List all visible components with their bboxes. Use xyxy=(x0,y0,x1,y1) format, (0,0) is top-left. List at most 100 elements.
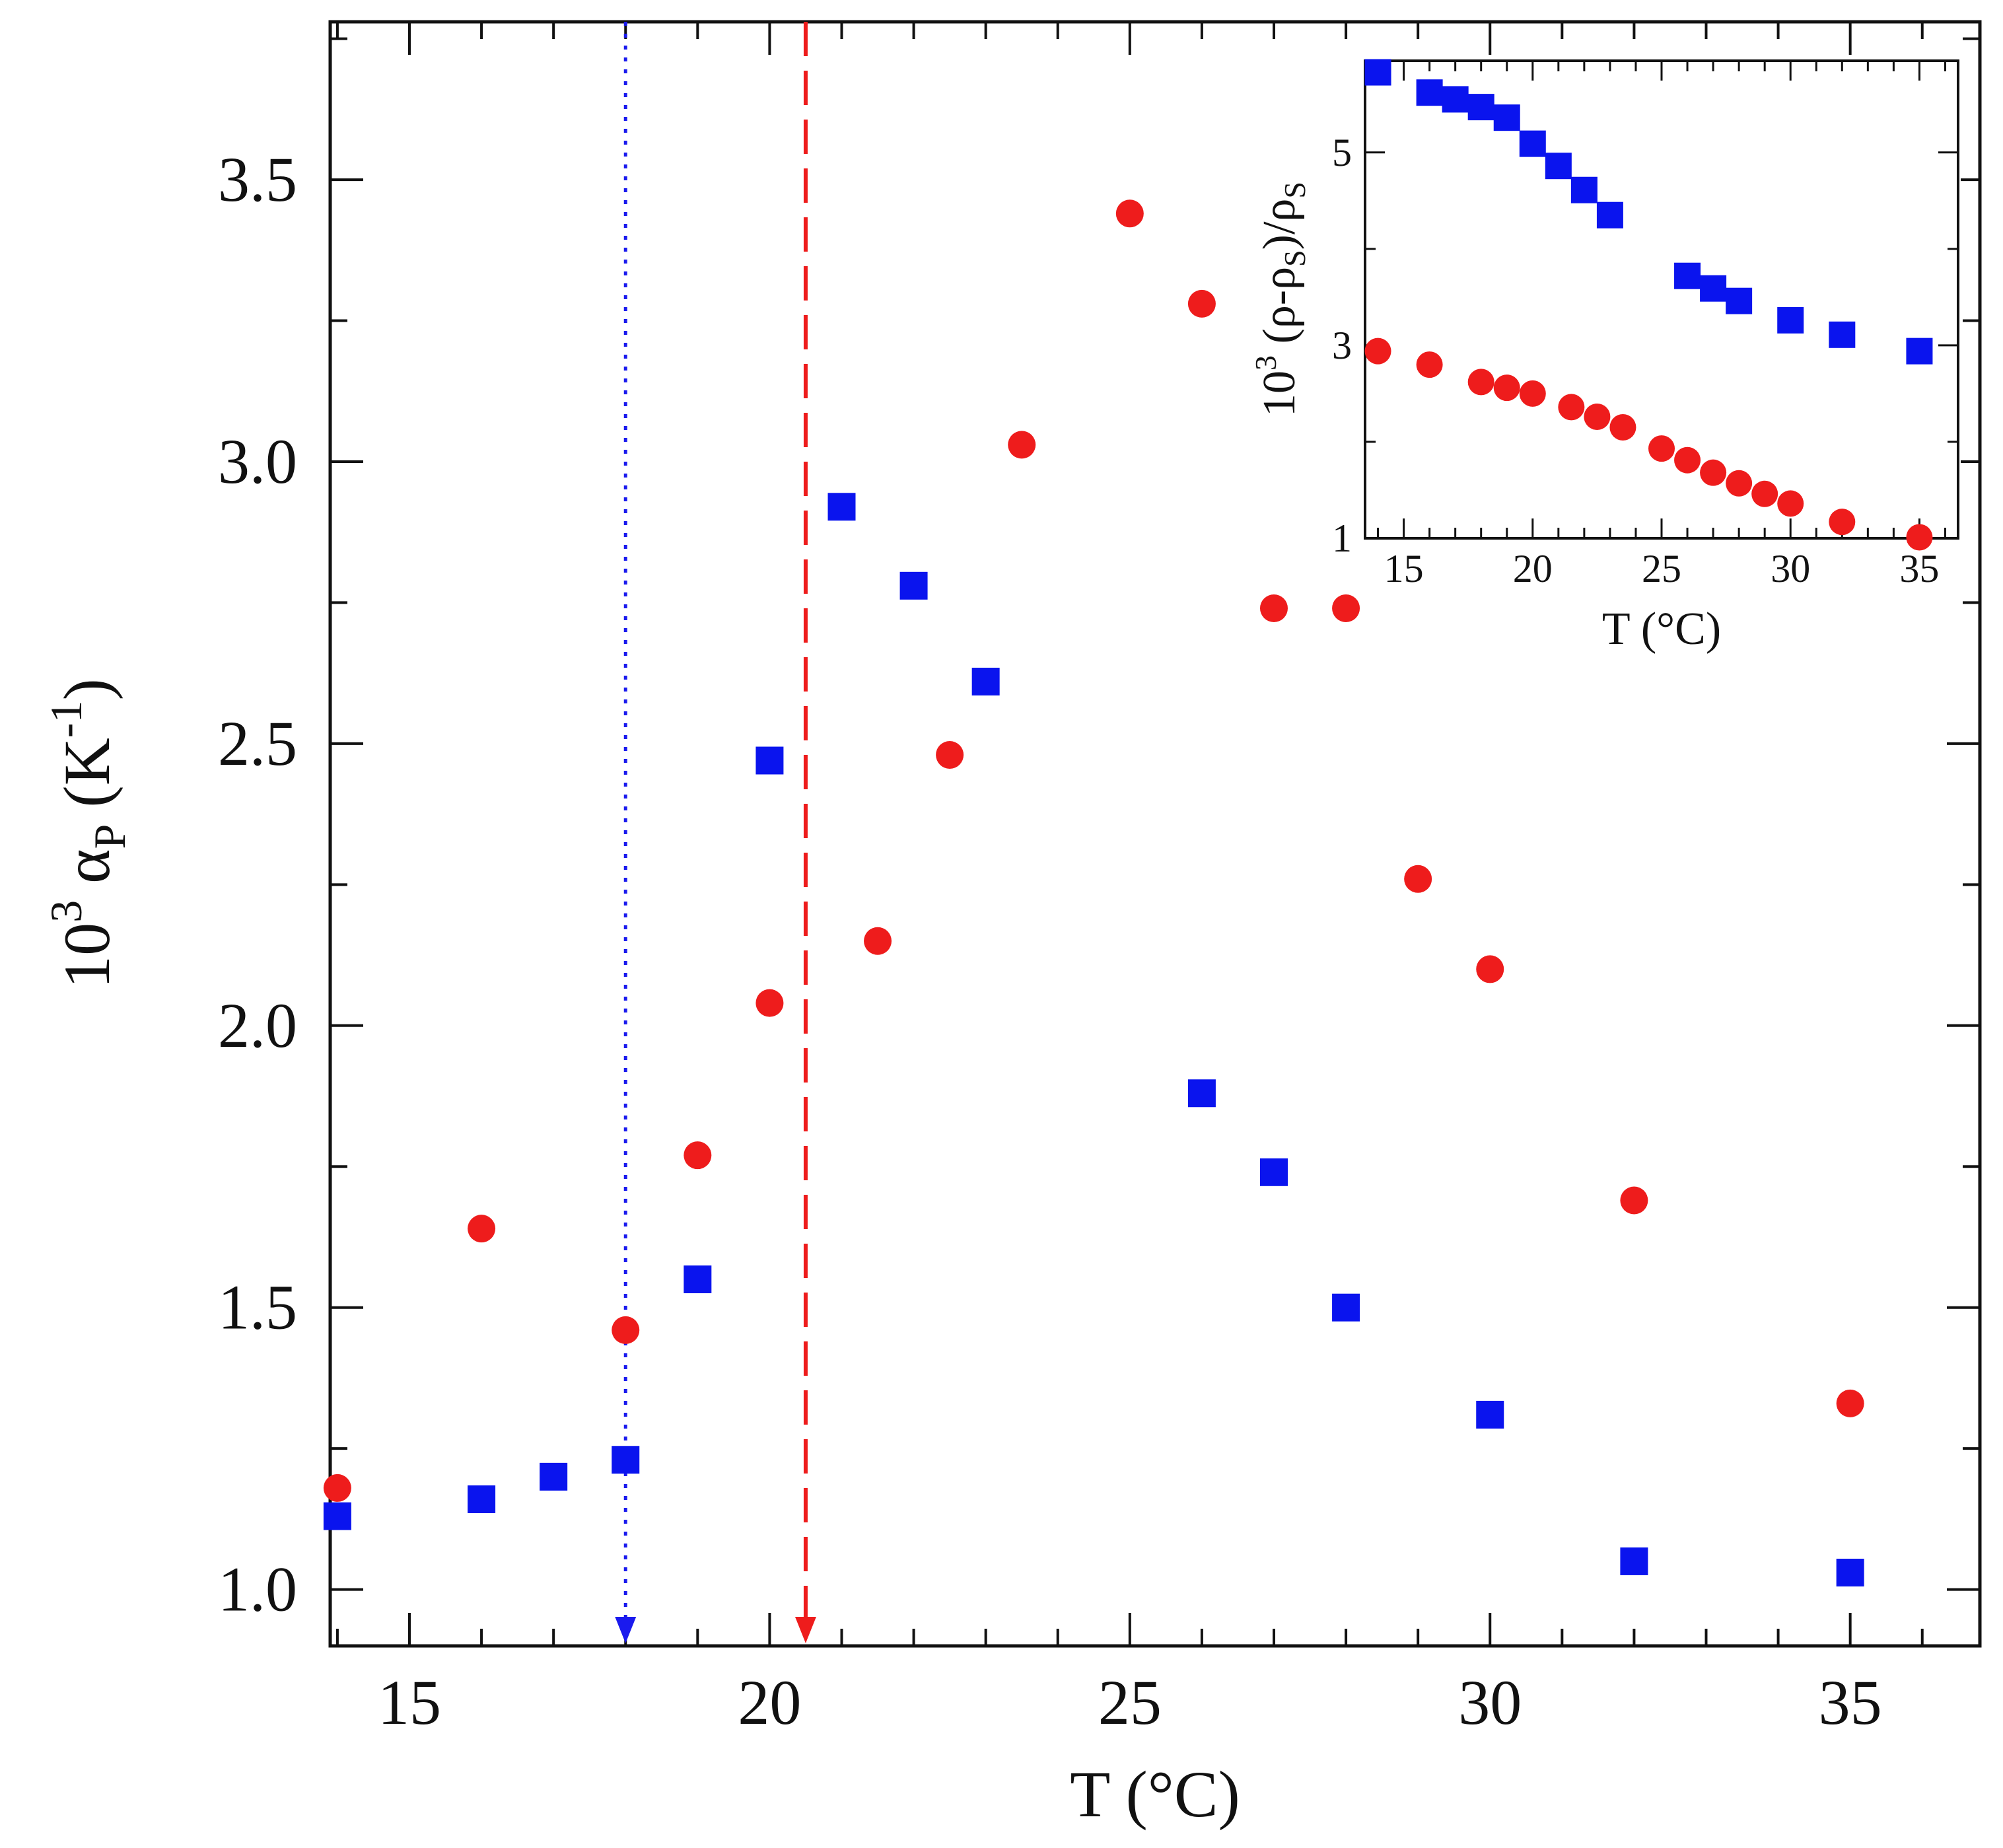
inset-circle-point xyxy=(1493,374,1520,402)
inset-square-point xyxy=(1829,321,1856,348)
main-square-point xyxy=(1332,1293,1360,1322)
inset-square-point xyxy=(1570,176,1598,203)
main-circle-point xyxy=(468,1215,496,1243)
main-square-point xyxy=(1187,1079,1216,1108)
inset-square-point xyxy=(1467,94,1494,121)
main-circle-point xyxy=(1332,594,1360,622)
main-ytick-label: 2.5 xyxy=(218,708,297,779)
main-circle-point xyxy=(756,989,784,1017)
inset-circle-point xyxy=(1777,490,1804,517)
inset-circle-point xyxy=(1829,509,1856,536)
main-xtick-label: 15 xyxy=(378,1667,441,1738)
inset-square-point xyxy=(1416,79,1443,106)
y-title-close: ) xyxy=(50,678,123,700)
main-square-point xyxy=(612,1446,640,1474)
inset-circle-point xyxy=(1700,459,1727,486)
main-circle-point xyxy=(936,740,964,769)
inset-square-point xyxy=(1674,262,1701,289)
inset-square-point xyxy=(1493,104,1520,131)
main-ytick-label: 1.0 xyxy=(218,1554,297,1625)
main-square-point xyxy=(1259,1158,1288,1186)
y-title-unit-sup: -1 xyxy=(41,700,91,738)
inset-circle-point xyxy=(1467,369,1494,396)
main-square-point xyxy=(971,667,1000,695)
inset-ytick-label: 3 xyxy=(1332,324,1352,367)
inset-square-point xyxy=(1777,306,1804,334)
inset-xtick-label: 15 xyxy=(1384,547,1424,590)
inset-square-point xyxy=(1442,86,1469,113)
inset-xtick-label: 30 xyxy=(1771,547,1810,590)
main-xtick-label: 30 xyxy=(1458,1667,1522,1738)
main-ytick-label: 3.0 xyxy=(218,426,297,497)
main-square-point xyxy=(684,1265,712,1294)
main-square-point xyxy=(756,746,784,775)
main-square-point xyxy=(1476,1400,1504,1429)
inset-circle-point xyxy=(1609,414,1636,441)
inset-circle-point xyxy=(1416,351,1443,378)
inset-y-axis-title: 103 (ρ-ρS)/ρS xyxy=(1249,182,1312,417)
inset-ytick-label: 1 xyxy=(1332,516,1352,560)
dashed-arrow-head xyxy=(794,1617,816,1643)
main-square-point xyxy=(827,493,856,521)
y-title-symbol: α xyxy=(50,849,123,900)
main-xtick-label: 35 xyxy=(1819,1667,1882,1738)
main-circle-point xyxy=(1620,1186,1648,1215)
y-title-sup: 3 xyxy=(41,900,91,923)
inset-circle-point xyxy=(1674,446,1701,474)
inset-circle-point xyxy=(1906,524,1933,551)
main-ytick-label: 2.0 xyxy=(218,990,297,1061)
inset-circle-point xyxy=(1364,338,1391,365)
inset-square-point xyxy=(1906,338,1933,365)
inset-y-title-expr2: )/ρ xyxy=(1254,199,1305,250)
main-square-point xyxy=(540,1462,568,1491)
inset-square-point xyxy=(1545,153,1572,180)
main-xtick-label: 20 xyxy=(738,1667,801,1738)
main-square-point xyxy=(323,1502,351,1530)
inset-square-point xyxy=(1700,275,1727,302)
inset-circle-point xyxy=(1519,380,1546,407)
main-circle-point xyxy=(864,927,892,955)
y-title-unit: (K xyxy=(50,738,123,824)
inset-y-title-sup: 3 xyxy=(1249,355,1283,371)
inset-x-axis-title: T (°C) xyxy=(1602,604,1721,655)
x-axis-title: T (°C) xyxy=(1070,1758,1240,1831)
inset-xtick-label: 35 xyxy=(1899,547,1939,590)
main-circle-point xyxy=(1008,431,1036,459)
inset-y-title-expr2-sub: S xyxy=(1278,182,1312,199)
inset-circle-point xyxy=(1558,394,1585,421)
inset-xtick-label: 20 xyxy=(1513,547,1553,590)
inset-circle-point xyxy=(1648,435,1675,462)
inset-y-title-expr1: (ρ-ρ xyxy=(1254,267,1305,355)
y-axis-title: 103 αP (K-1) xyxy=(41,678,135,989)
main-square-point xyxy=(468,1485,496,1514)
inset-ytick-label: 5 xyxy=(1332,131,1352,174)
main-circle-point xyxy=(1187,289,1216,318)
main-square-point xyxy=(1620,1547,1648,1575)
main-xtick-label: 25 xyxy=(1098,1667,1162,1738)
inset-square-point xyxy=(1726,287,1753,314)
main-square-point xyxy=(899,571,928,600)
main-ytick-label: 3.5 xyxy=(218,144,297,215)
main-chart: 15 20 25 30 351.01.52.02.53.03.5T (°C)103 αP… xyxy=(41,20,1982,1831)
inset-xtick-label: 25 xyxy=(1642,547,1681,590)
inset-circle-point xyxy=(1584,403,1611,430)
main-circle-point xyxy=(1836,1389,1864,1417)
main-circle-point xyxy=(323,1474,351,1502)
inset-circle-point xyxy=(1751,480,1778,507)
main-circle-point xyxy=(684,1141,712,1170)
main-plot-frame xyxy=(328,20,1982,1648)
inset-square-point xyxy=(1519,130,1546,157)
inset-square-point xyxy=(1596,201,1623,229)
main-circle-point xyxy=(1476,955,1504,983)
main-circle-point xyxy=(1115,199,1144,228)
main-ytick-label: 1.5 xyxy=(218,1272,297,1343)
y-title-prefix: 10 xyxy=(50,923,123,989)
dotted-arrow-head xyxy=(615,1617,637,1643)
inset-background xyxy=(1362,58,1961,541)
y-title-sub: P xyxy=(85,824,135,849)
main-circle-point xyxy=(1404,865,1432,893)
inset-y-title-prefix: 10 xyxy=(1254,371,1305,417)
main-circle-point xyxy=(1259,594,1288,622)
inset-circle-point xyxy=(1726,470,1753,497)
